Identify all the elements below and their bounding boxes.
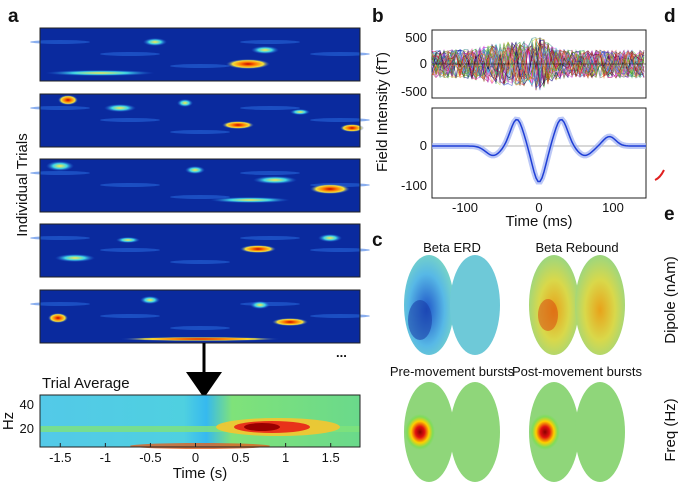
b-x-tick-100: 100 xyxy=(602,200,624,215)
brain-map-beta-rebound xyxy=(529,255,625,355)
down-arrow-icon xyxy=(186,343,222,398)
panel-label-c: c xyxy=(372,230,383,251)
panel-label-d: d xyxy=(664,6,676,27)
brain-map-pre-movement xyxy=(404,382,500,482)
brain-map-beta-erd xyxy=(404,255,500,355)
top-y-tick-0: 0 xyxy=(420,56,427,71)
trial-spectrogram-4 xyxy=(30,223,370,278)
pre-movement-label: Pre-movement bursts xyxy=(390,364,515,379)
bottom-y-tick-0: 0 xyxy=(420,138,427,153)
avg-x-tick: 1.5 xyxy=(322,450,340,465)
panel-label-b: b xyxy=(372,6,384,27)
avg-y-tick-20: 20 xyxy=(20,421,34,436)
top-y-tick-500: 500 xyxy=(405,30,427,45)
brain-map-post-movement xyxy=(529,382,625,482)
avg-x-tick: -1.5 xyxy=(49,450,71,465)
beta-rebound-label: Beta Rebound xyxy=(535,240,618,255)
b-x-tick-0: 0 xyxy=(535,200,542,215)
panel-label-a: a xyxy=(8,6,19,27)
panel-d-fragment xyxy=(654,169,665,181)
avg-x-tick: 0.5 xyxy=(232,450,250,465)
individual-trials-label: Individual Trials xyxy=(14,133,31,236)
freq-label: Freq (Hz) xyxy=(662,398,679,461)
avg-x-tick: -0.5 xyxy=(139,450,161,465)
avg-x-tick: 1 xyxy=(282,450,289,465)
panel-label-e: e xyxy=(664,204,675,225)
trial-spectrogram-2 xyxy=(30,93,370,148)
b-x-tick-neg100: -100 xyxy=(452,200,478,215)
post-movement-label: Post-movement bursts xyxy=(512,364,643,379)
bottom-y-tick-neg100: -100 xyxy=(401,178,427,193)
avg-x-ticks: -1.5 -1 -0.5 0 0.5 1 1.5 xyxy=(49,443,340,465)
avg-x-axis-label: Time (s) xyxy=(173,465,227,482)
avg-x-tick: 0 xyxy=(192,450,199,465)
trial-average-title: Trial Average xyxy=(42,375,130,392)
avg-y-axis-label: Hz xyxy=(0,412,17,430)
avg-y-tick-40: 40 xyxy=(20,397,34,412)
avg-x-tick: -1 xyxy=(100,450,112,465)
b-x-axis-label: Time (ms) xyxy=(506,213,573,230)
overlay-traces-plot xyxy=(431,29,647,99)
top-y-tick-neg500: -500 xyxy=(401,84,427,99)
average-trace-plot xyxy=(431,107,647,199)
trial-average-map xyxy=(39,394,361,449)
field-intensity-label: Field Intensity (fT) xyxy=(374,52,391,172)
trial-spectrogram-1 xyxy=(30,27,370,82)
dipole-label: Dipole (nAm) xyxy=(662,256,679,344)
trial-spectrogram-5 xyxy=(30,289,370,344)
beta-erd-label: Beta ERD xyxy=(423,240,481,255)
trial-spectrogram-3 xyxy=(30,158,370,213)
trials-ellipsis: ... xyxy=(336,345,347,360)
trial-spectrograms xyxy=(30,27,370,344)
